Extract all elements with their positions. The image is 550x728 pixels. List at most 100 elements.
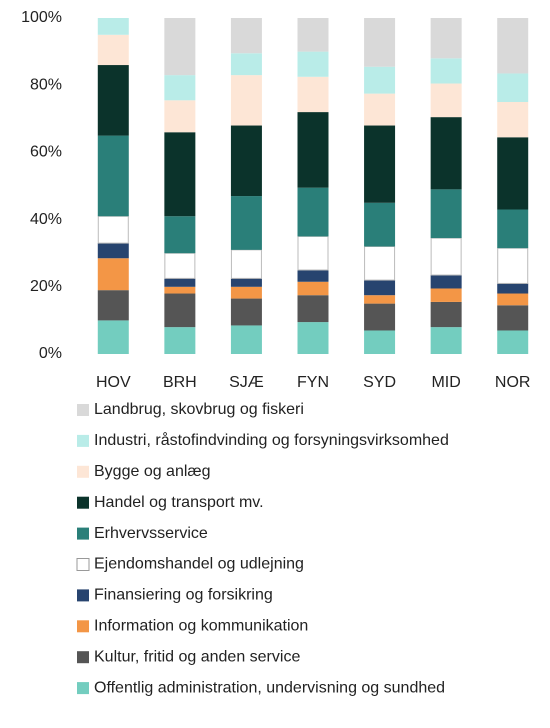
bar-segment — [297, 76, 329, 113]
bar-segment — [297, 187, 329, 237]
bar-segment — [164, 100, 196, 133]
bar-segment — [230, 18, 262, 54]
bar-segment — [230, 53, 262, 76]
legend-swatch — [77, 404, 89, 416]
bar-segment — [230, 278, 262, 287]
bar-segment — [497, 330, 529, 354]
bar-segment — [164, 216, 196, 254]
x-tick-label: SYD — [363, 374, 396, 391]
bar-segment — [364, 280, 396, 296]
bar-segment — [97, 320, 129, 354]
bar-segment — [430, 189, 462, 239]
bar-segment — [164, 132, 196, 217]
bar-segment — [97, 290, 129, 321]
bar-segment — [230, 196, 262, 250]
legend-swatch — [77, 589, 89, 602]
bar-segment — [430, 58, 462, 84]
bar-segment — [297, 51, 329, 77]
bar-segment — [297, 281, 329, 296]
legend-swatch — [77, 527, 89, 540]
bar-segment — [164, 327, 196, 354]
bar-segment — [364, 202, 396, 247]
bar-segment — [364, 303, 396, 331]
bar-segment — [364, 295, 396, 304]
bar-segment — [230, 125, 262, 197]
bar-segment — [97, 215, 129, 244]
bar-segment — [364, 18, 396, 67]
bar-segment — [430, 18, 462, 59]
bar-segment — [164, 75, 196, 101]
bar-segment — [230, 286, 262, 299]
bar-segment — [230, 75, 262, 126]
bar-segment — [497, 209, 529, 249]
bar-segment — [430, 83, 462, 118]
bar-segment — [297, 112, 329, 188]
bar-segment — [364, 125, 396, 203]
bar-segment — [230, 298, 262, 326]
legend-swatch — [77, 465, 89, 478]
legend-label: Finansiering og forsikring — [94, 587, 273, 604]
y-tick-label: 100% — [21, 9, 62, 26]
bar-segment — [97, 243, 129, 259]
bar-segment — [497, 293, 529, 306]
bar-segment — [230, 249, 262, 279]
y-tick-label: 60% — [30, 144, 62, 161]
bar-segment — [364, 330, 396, 354]
legend-label: Handel og transport mv. — [94, 494, 264, 511]
x-tick-label: NOR — [495, 374, 531, 391]
legend-label: Kultur, fritid og anden service — [94, 648, 300, 665]
bar-segment — [297, 18, 329, 52]
legend-swatch — [77, 682, 89, 695]
bar-segment — [164, 252, 196, 279]
bar-segment — [364, 66, 396, 94]
bar-segment — [164, 18, 196, 76]
bar-segment — [164, 278, 196, 287]
bar-segment — [364, 245, 396, 281]
legend-swatch — [76, 558, 90, 571]
legend-label: Industri, råstofindvinding og forsynings… — [94, 431, 449, 449]
legend-label: Bygge og anlæg — [94, 463, 211, 480]
bar-segment — [430, 288, 462, 302]
bar-segment — [497, 73, 529, 102]
legend-label: Erhvervsservice — [94, 525, 208, 542]
legend-swatch — [77, 651, 89, 664]
legend-label: Information og kommunikation — [94, 618, 308, 635]
x-tick-label: MID — [431, 374, 460, 391]
bar-segment — [430, 117, 462, 190]
bar-segment — [297, 295, 329, 323]
bar-segment — [164, 293, 196, 328]
bar-segment — [430, 327, 462, 354]
bar-segment — [364, 93, 396, 126]
bar-segment — [497, 18, 529, 74]
bar-segment — [164, 286, 196, 294]
legend-swatch — [77, 620, 89, 633]
bar-segment — [97, 258, 129, 291]
bar-segment — [430, 301, 462, 328]
x-tick-label: BRH — [163, 374, 197, 391]
x-tick-label: SJÆ — [229, 374, 264, 391]
legend-label: Landbrug, skovbrug og fiskeri — [94, 401, 304, 418]
y-tick-label: 0% — [39, 345, 62, 362]
bar-segment — [297, 235, 329, 271]
legend-swatch — [77, 434, 89, 447]
x-tick-label: FYN — [297, 374, 329, 391]
legend-label: Offentlig administration, undervisning o… — [94, 679, 445, 696]
bar-segment — [430, 275, 462, 289]
bar-segment — [97, 18, 129, 35]
y-tick-label: 20% — [30, 278, 62, 295]
bar-segment — [97, 65, 129, 136]
bar-segment — [497, 137, 529, 210]
bar-segment — [230, 325, 262, 354]
bar-segment — [297, 270, 329, 282]
x-tick-label: HOV — [96, 374, 131, 391]
bar-segment — [497, 283, 529, 294]
bar-segment — [297, 322, 329, 354]
bar-segment — [497, 247, 529, 284]
bar-segment — [497, 102, 529, 138]
legend-swatch — [77, 496, 89, 509]
bar-segment — [497, 305, 529, 331]
bar-segment — [430, 237, 462, 276]
bar-segment — [97, 34, 129, 66]
y-tick-label: 80% — [30, 76, 62, 93]
